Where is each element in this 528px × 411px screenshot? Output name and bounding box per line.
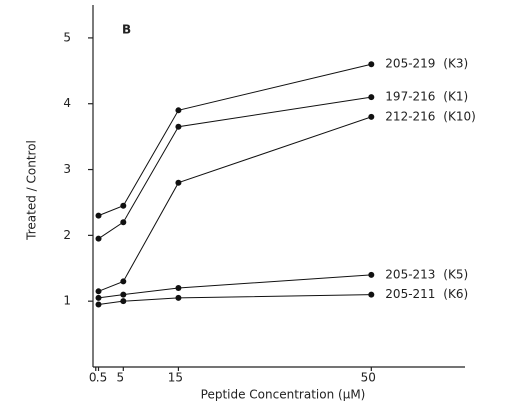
data-point [368,271,375,278]
x-tick-label: 0 [89,371,97,385]
x-axis-label: Peptide Concentration (µM) [201,388,366,402]
data-point [368,113,375,120]
y-tick-label: 2 [63,228,71,242]
data-point [175,179,182,186]
series-line [98,274,372,299]
y-tick-label: 5 [63,30,71,44]
series-tag: (K6) [443,287,468,301]
series-label: 205-211 [385,287,435,301]
series-tag: (K5) [443,267,468,281]
series-label: 212-216 [385,109,435,123]
series-line [98,294,372,305]
data-point [175,294,182,301]
series-line [98,116,372,292]
data-point [95,301,102,308]
data-point [95,288,102,295]
data-point [175,123,182,130]
data-point [368,94,375,101]
data-point [175,107,182,114]
x-tick-label: 50 [361,371,376,385]
series-line [98,96,372,240]
series-tag: (K3) [443,57,468,71]
y-tick-label: 3 [63,162,71,176]
x-tick-label: 5 [116,371,124,385]
y-tick-label: 4 [63,96,71,110]
series-tag: (K1) [443,90,468,104]
y-tick-label: 1 [63,294,71,308]
data-point [120,291,127,298]
data-point [368,61,375,68]
data-point [120,202,127,209]
data-point [95,235,102,242]
data-point [175,285,182,292]
data-point [368,291,375,298]
series-label: 205-213 [385,267,435,281]
series-tag: (K10) [443,109,476,123]
data-point [95,294,102,301]
data-point [120,278,127,285]
series-line [98,63,372,217]
series-label: 205-219 [385,57,435,71]
data-point [120,219,127,226]
series-label: 197-216 [385,90,435,104]
panel-label: B [122,23,131,37]
x-tick-label: .5 [96,371,107,385]
data-point [120,298,127,305]
data-point [95,212,102,219]
y-axis-label: Treated / Control [25,140,39,241]
x-tick-label: 15 [168,371,183,385]
